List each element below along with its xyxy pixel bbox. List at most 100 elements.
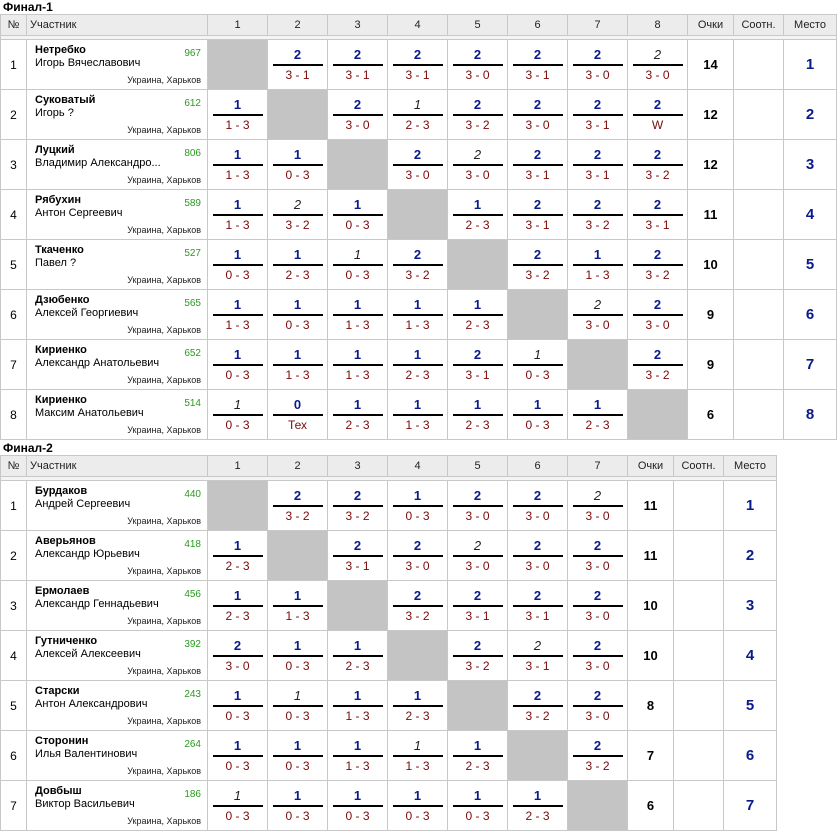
match-result[interactable]: 2 3 - 0 [567, 480, 628, 531]
match-result[interactable]: 2 3 - 2 [627, 139, 688, 190]
player-last-name[interactable]: Луцкий [35, 144, 75, 156]
match-result[interactable]: 1 2 - 3 [387, 339, 448, 390]
player-last-name[interactable]: Рябухин [35, 194, 82, 206]
match-result[interactable]: 2 3 - 2 [567, 189, 628, 240]
match-result[interactable]: 2 3 - 0 [567, 530, 628, 581]
player-last-name[interactable]: Ткаченко [35, 244, 84, 256]
match-result[interactable]: 1 1 - 3 [207, 139, 268, 190]
player-last-name[interactable]: Гутниченко [35, 635, 98, 647]
match-result[interactable]: 2 3 - 0 [567, 39, 628, 90]
match-result[interactable]: 2 3 - 2 [567, 730, 628, 781]
match-result[interactable]: 1 0 - 3 [207, 730, 268, 781]
match-result[interactable]: 1 2 - 3 [387, 89, 448, 140]
match-result[interactable]: 2 3 - 1 [327, 530, 388, 581]
match-result[interactable]: 1 1 - 3 [327, 339, 388, 390]
match-result[interactable]: 1 2 - 3 [507, 780, 568, 831]
match-result[interactable]: 2 3 - 1 [567, 139, 628, 190]
match-result[interactable]: 1 0 - 3 [267, 630, 328, 681]
match-result[interactable]: 1 2 - 3 [447, 389, 508, 440]
player-last-name[interactable]: Кириенко [35, 344, 87, 356]
match-result[interactable]: 1 0 - 3 [327, 189, 388, 240]
match-result[interactable]: 1 0 - 3 [267, 680, 328, 731]
match-result[interactable]: 1 0 - 3 [207, 389, 268, 440]
player-last-name[interactable]: Ермолаев [35, 585, 90, 597]
match-result[interactable]: 1 1 - 3 [327, 680, 388, 731]
match-result[interactable]: 2 3 - 1 [507, 139, 568, 190]
player-last-name[interactable]: Дзюбенко [35, 294, 90, 306]
match-result[interactable]: 1 2 - 3 [327, 389, 388, 440]
match-result[interactable]: 1 2 - 3 [267, 239, 328, 290]
match-result[interactable]: 0 Тех [267, 389, 328, 440]
player-last-name[interactable]: Суковатый [35, 94, 96, 106]
match-result[interactable]: 2 3 - 0 [507, 480, 568, 531]
match-result[interactable]: 1 2 - 3 [207, 580, 268, 631]
player-last-name[interactable]: Кириенко [35, 394, 87, 406]
match-result[interactable]: 2 3 - 0 [627, 39, 688, 90]
match-result[interactable]: 2 3 - 0 [507, 89, 568, 140]
match-result[interactable]: 1 1 - 3 [387, 730, 448, 781]
match-result[interactable]: 2 3 - 0 [567, 630, 628, 681]
match-result[interactable]: 2 3 - 2 [387, 239, 448, 290]
match-result[interactable]: 1 0 - 3 [207, 680, 268, 731]
match-result[interactable]: 1 0 - 3 [267, 730, 328, 781]
match-result[interactable]: 2 3 - 0 [567, 580, 628, 631]
match-result[interactable]: 1 1 - 3 [387, 389, 448, 440]
match-result[interactable]: 1 1 - 3 [327, 289, 388, 340]
match-result[interactable]: 1 2 - 3 [387, 680, 448, 731]
match-result[interactable]: 2 3 - 2 [387, 580, 448, 631]
match-result[interactable]: 2 3 - 0 [327, 89, 388, 140]
match-result[interactable]: 2 3 - 2 [267, 480, 328, 531]
match-result[interactable]: 1 0 - 3 [387, 780, 448, 831]
match-result[interactable]: 2 3 - 2 [627, 239, 688, 290]
match-result[interactable]: 1 0 - 3 [207, 239, 268, 290]
match-result[interactable]: 1 2 - 3 [327, 630, 388, 681]
match-result[interactable]: 1 1 - 3 [567, 239, 628, 290]
match-result[interactable]: 2 3 - 1 [627, 189, 688, 240]
match-result[interactable]: 1 0 - 3 [267, 289, 328, 340]
match-result[interactable]: 1 0 - 3 [327, 239, 388, 290]
match-result[interactable]: 2 3 - 0 [567, 289, 628, 340]
match-result[interactable]: 2 3 - 1 [507, 580, 568, 631]
match-result[interactable]: 2 3 - 0 [447, 530, 508, 581]
match-result[interactable]: 2 3 - 0 [507, 530, 568, 581]
match-result[interactable]: 1 1 - 3 [267, 580, 328, 631]
match-result[interactable]: 2 3 - 2 [327, 480, 388, 531]
match-result[interactable]: 1 0 - 3 [207, 780, 268, 831]
player-last-name[interactable]: Бурдаков [35, 485, 88, 497]
match-result[interactable]: 2 3 - 2 [627, 339, 688, 390]
player-last-name[interactable]: Довбыш [35, 785, 82, 797]
match-result[interactable]: 2 3 - 0 [447, 39, 508, 90]
match-result[interactable]: 2 3 - 1 [507, 189, 568, 240]
match-result[interactable]: 1 1 - 3 [327, 730, 388, 781]
match-result[interactable]: 1 2 - 3 [447, 730, 508, 781]
match-result[interactable]: 2 3 - 0 [387, 139, 448, 190]
match-result[interactable]: 2 3 - 1 [507, 39, 568, 90]
match-result[interactable]: 2 3 - 2 [507, 680, 568, 731]
match-result[interactable]: 1 0 - 3 [507, 389, 568, 440]
match-result[interactable]: 1 0 - 3 [327, 780, 388, 831]
match-result[interactable]: 2 3 - 1 [507, 630, 568, 681]
player-last-name[interactable]: Сторонин [35, 735, 89, 747]
match-result[interactable]: 1 0 - 3 [447, 780, 508, 831]
match-result[interactable]: 1 1 - 3 [207, 89, 268, 140]
match-result[interactable]: 2 3 - 1 [447, 580, 508, 631]
match-result[interactable]: 1 0 - 3 [267, 139, 328, 190]
match-result[interactable]: 2 3 - 0 [387, 530, 448, 581]
player-last-name[interactable]: Нетребко [35, 44, 86, 56]
match-result[interactable]: 1 0 - 3 [267, 780, 328, 831]
player-last-name[interactable]: Аверьянов [35, 535, 96, 547]
match-result[interactable]: 2 3 - 2 [447, 630, 508, 681]
match-result[interactable]: 2 3 - 1 [567, 89, 628, 140]
match-result[interactable]: 2 3 - 0 [447, 480, 508, 531]
match-result[interactable]: 2 3 - 1 [327, 39, 388, 90]
match-result[interactable]: 2 3 - 0 [447, 139, 508, 190]
match-result[interactable]: 1 1 - 3 [387, 289, 448, 340]
match-result[interactable]: 2 3 - 2 [267, 189, 328, 240]
match-result[interactable]: 1 2 - 3 [567, 389, 628, 440]
match-result[interactable]: 1 0 - 3 [207, 339, 268, 390]
match-result[interactable]: 2 3 - 2 [507, 239, 568, 290]
match-result[interactable]: 2 3 - 0 [627, 289, 688, 340]
match-result[interactable]: 2 3 - 0 [207, 630, 268, 681]
match-result[interactable]: 1 0 - 3 [507, 339, 568, 390]
